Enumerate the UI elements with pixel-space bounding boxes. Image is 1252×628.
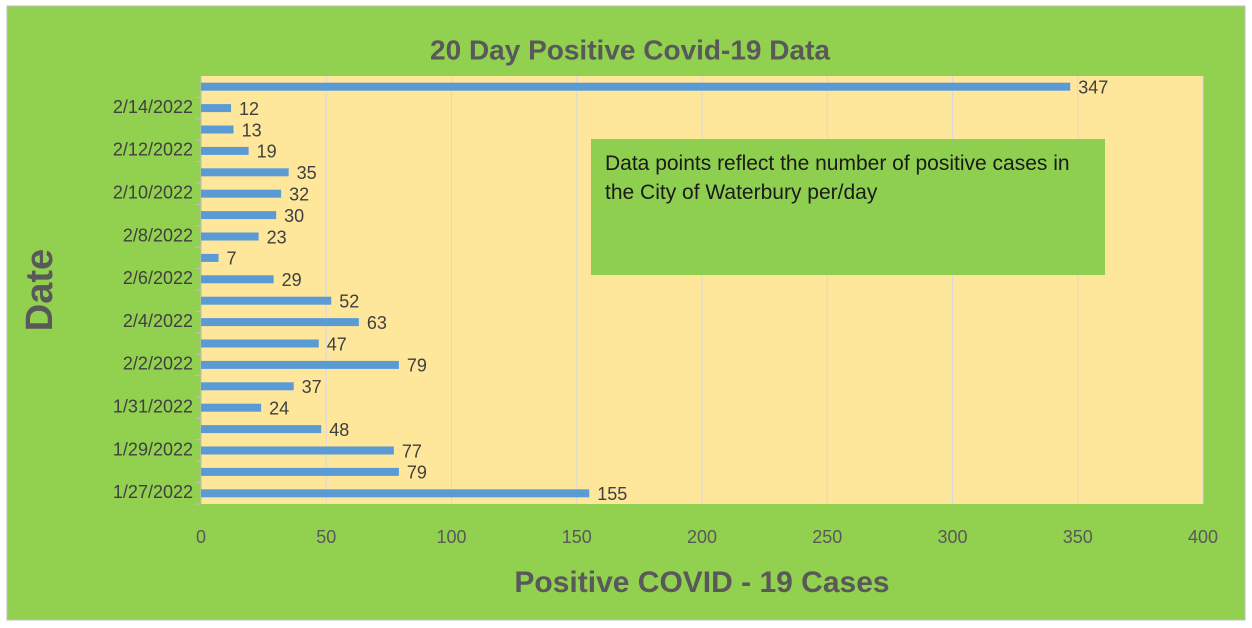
value-label: 63: [367, 313, 387, 333]
value-label: 19: [257, 142, 277, 162]
value-label: 7: [227, 249, 237, 269]
value-label: 32: [289, 184, 309, 204]
bar: [201, 125, 234, 134]
bar: [201, 446, 394, 455]
x-tick-label: 200: [687, 527, 717, 547]
bar: [201, 489, 590, 498]
y-tick-label: 2/10/2022: [113, 182, 193, 202]
bar: [201, 403, 262, 412]
x-axis-label: Positive COVID - 19 Cases: [514, 566, 889, 599]
y-tick-label: 2/4/2022: [123, 311, 193, 331]
x-tick-label: 400: [1188, 527, 1218, 547]
chart-title: 20 Day Positive Covid-19 Data: [430, 34, 830, 65]
y-tick-label: 2/8/2022: [123, 225, 193, 245]
value-label: 47: [327, 334, 347, 354]
x-tick-label: 150: [562, 527, 592, 547]
y-tick-label: 1/27/2022: [113, 482, 193, 502]
bar: [201, 211, 277, 220]
x-tick-label: 250: [812, 527, 842, 547]
annotation: Data points reflect the number of positi…: [591, 139, 1105, 275]
value-label: 48: [329, 420, 349, 440]
x-tick-label: 100: [436, 527, 466, 547]
y-axis-label: Date: [19, 249, 61, 331]
y-tick-label: 2/14/2022: [113, 97, 193, 117]
bar: [201, 382, 294, 391]
x-tick-label: 350: [1063, 527, 1093, 547]
value-label: 30: [284, 206, 304, 226]
y-tick-label: 2/12/2022: [113, 140, 193, 160]
bar: [201, 275, 274, 284]
y-tick-label: 1/31/2022: [113, 396, 193, 416]
bar: [201, 232, 259, 241]
y-tick-label: 2/2/2022: [123, 354, 193, 374]
bar: [201, 104, 232, 113]
bar: [201, 360, 399, 369]
bar: [201, 146, 249, 155]
bar: [201, 339, 319, 348]
bar: [201, 467, 399, 476]
value-label: 29: [282, 270, 302, 290]
y-tick-label: 1/29/2022: [113, 439, 193, 459]
x-tick-label: 50: [316, 527, 336, 547]
bar: [201, 189, 282, 198]
bar: [201, 296, 332, 305]
value-label: 13: [242, 120, 262, 140]
value-label: 79: [407, 356, 427, 376]
value-label: 37: [302, 377, 322, 397]
bar: [201, 318, 359, 327]
value-label: 35: [297, 163, 317, 183]
bar: [201, 425, 322, 434]
value-label: 79: [407, 463, 427, 483]
value-label: 52: [339, 291, 359, 311]
x-tick-label: 300: [937, 527, 967, 547]
value-label: 347: [1078, 77, 1108, 97]
value-label: 23: [267, 227, 287, 247]
value-label: 12: [239, 99, 259, 119]
bar: [201, 82, 1071, 91]
value-label: 24: [269, 398, 289, 418]
bar: [201, 168, 289, 177]
bar: [201, 253, 219, 262]
value-label: 77: [402, 441, 422, 461]
y-tick-label: 2/6/2022: [123, 268, 193, 288]
x-tick-label: 0: [196, 527, 206, 547]
value-label: 155: [597, 484, 627, 504]
